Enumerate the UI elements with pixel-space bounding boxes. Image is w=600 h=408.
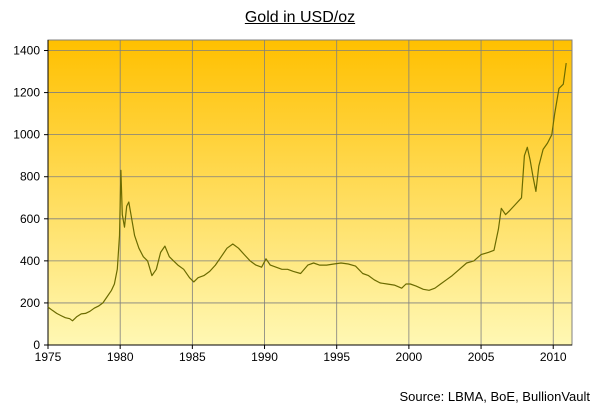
- grid-lines: [48, 40, 572, 345]
- plot-area: [47, 39, 573, 346]
- x-tick-label: 1985: [179, 350, 206, 364]
- series-layer: [47, 63, 567, 322]
- x-tick-label: 1995: [323, 350, 350, 364]
- x-tick-label: 1975: [35, 350, 62, 364]
- x-tick-label: 1990: [251, 350, 278, 364]
- x-tick-label: 2005: [468, 350, 495, 364]
- y-tick-label: 400: [20, 254, 40, 268]
- y-tick-label: 200: [20, 296, 40, 310]
- series-line: [47, 63, 567, 322]
- y-tick-label: 0: [33, 338, 40, 352]
- source-note: Source: LBMA, BoE, BullionVault: [399, 389, 590, 404]
- y-tick-label: 600: [20, 212, 40, 226]
- axes: [44, 40, 572, 349]
- y-tick-label: 800: [20, 170, 40, 184]
- x-tick-labels: 1975 1980 1985 1990 1995 2000 2005 2010: [35, 350, 567, 364]
- y-tick-label: 1200: [13, 86, 40, 100]
- y-tick-labels: 0 200 400 600 800 1000 1200 1400: [13, 44, 40, 352]
- chart-title: Gold in USD/oz: [244, 9, 356, 26]
- x-tick-label: 2010: [540, 350, 567, 364]
- x-tick-label: 2000: [396, 350, 423, 364]
- x-tick-label: 1980: [107, 350, 134, 364]
- y-tick-label: 1000: [13, 128, 40, 142]
- y-tick-label: 1400: [13, 44, 40, 58]
